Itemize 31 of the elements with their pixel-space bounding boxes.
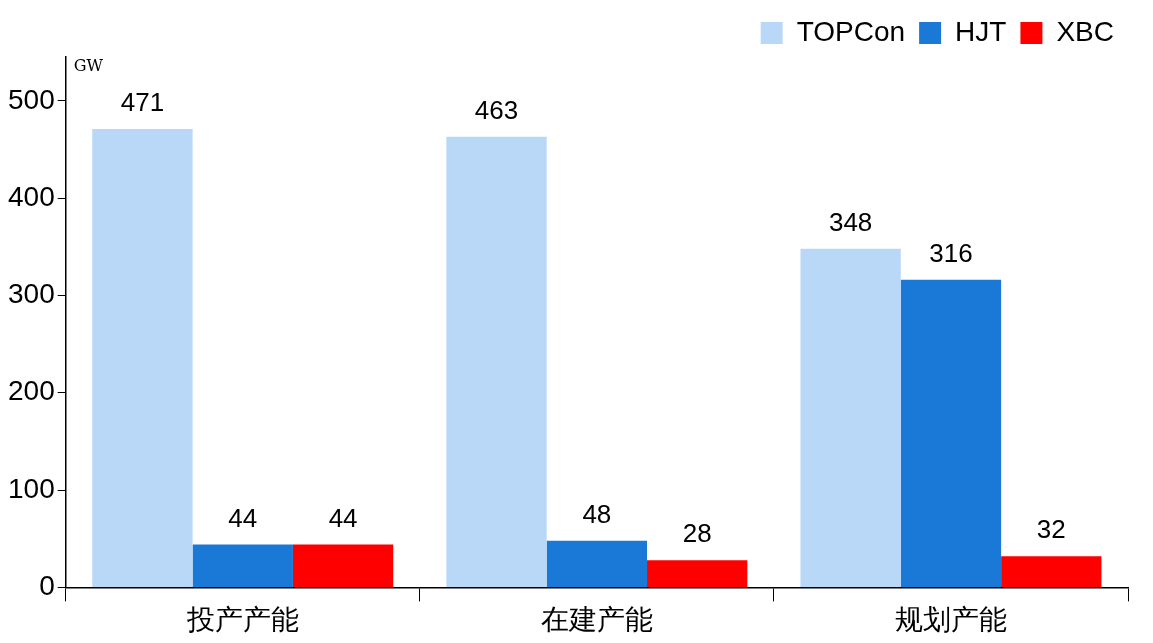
bar — [292, 544, 394, 587]
y-tick-label: 300 — [8, 278, 55, 310]
bar — [1001, 556, 1102, 587]
y-tick-label: 400 — [8, 180, 55, 212]
x-tick-label: 规划产能 — [894, 603, 1007, 637]
data-label: 471 — [120, 87, 165, 118]
data-label: 44 — [228, 502, 258, 533]
bar — [800, 248, 901, 587]
y-axis-title: GW — [73, 56, 104, 76]
bar — [446, 136, 547, 587]
bar — [546, 540, 648, 587]
legend-label: HJT — [955, 15, 1007, 47]
y-tick-label: 200 — [8, 375, 55, 407]
bar — [192, 544, 293, 587]
x-tick-label: 投产产能 — [185, 603, 299, 637]
y-tick-label: 0 — [39, 570, 55, 602]
legend-label: TOPCon — [796, 15, 906, 47]
data-label: 316 — [929, 238, 973, 269]
data-label: 28 — [682, 518, 712, 549]
legend-label: XBC — [1056, 15, 1115, 47]
data-label: 48 — [582, 498, 612, 529]
data-label: 44 — [328, 502, 358, 533]
y-tick-label: 100 — [8, 472, 55, 504]
data-label: 348 — [828, 206, 873, 237]
x-tick-label: 在建产能 — [540, 603, 653, 637]
data-label: 32 — [1036, 514, 1066, 545]
bar — [647, 560, 748, 587]
data-label: 463 — [474, 94, 519, 125]
bar — [92, 129, 193, 587]
y-tick-label: 500 — [8, 83, 55, 115]
bar — [900, 279, 1002, 587]
